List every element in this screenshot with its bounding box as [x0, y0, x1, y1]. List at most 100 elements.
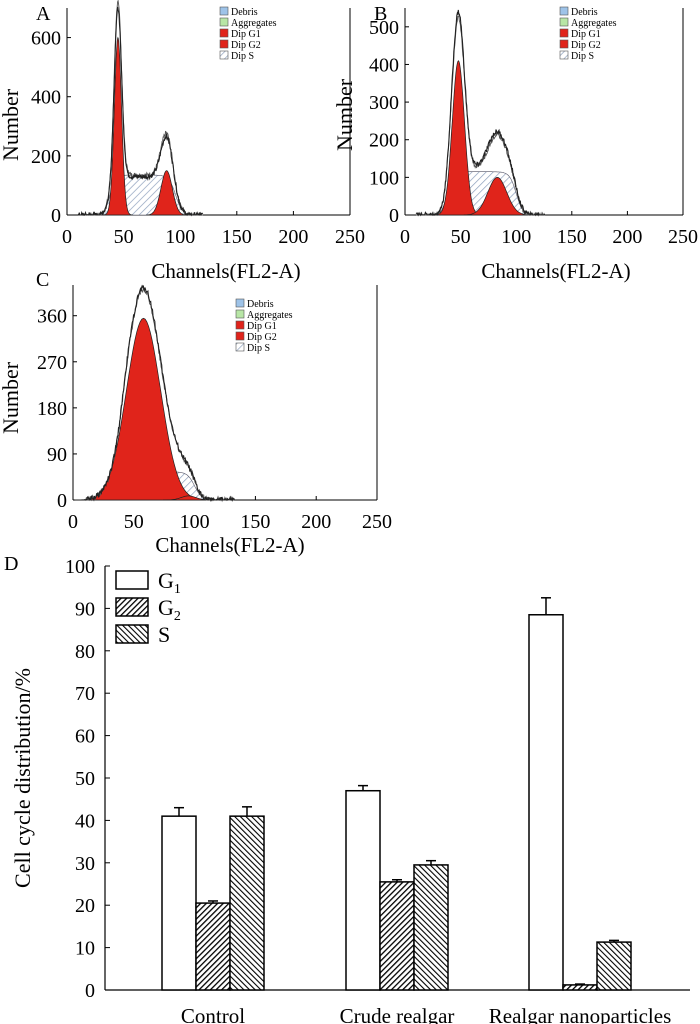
y-tick-label: 30: [75, 853, 95, 875]
x-tick-label: 50: [451, 226, 471, 248]
legend-dip-g1-swatch: [235, 320, 245, 330]
legend-dip-g1-swatch: [559, 28, 569, 38]
y-axis-label-d: Cell cycle distribution/%: [10, 668, 35, 888]
x-tick-label: 100: [165, 226, 195, 248]
measured-histogram-line: [77, 6, 204, 217]
legend-dip-g2-swatch: [219, 39, 229, 49]
x-tick-label: 150: [240, 511, 270, 533]
legend-dip-s-swatch: [235, 342, 245, 352]
x-tick-label: 200: [301, 511, 331, 533]
x-tick-label: 0: [62, 226, 72, 248]
x-tick-label: 150: [222, 226, 252, 248]
x-axis-label-a: Channels(FL2-A): [151, 259, 300, 283]
legend-aggregates-swatch: [235, 309, 245, 319]
legend-dip-g1-label: Dip G1: [247, 321, 277, 332]
panel-label-a: A: [36, 3, 51, 25]
legend-aggregates-label: Aggregates: [247, 310, 293, 321]
legend-debris-swatch: [219, 6, 229, 16]
y-tick-label: 90: [47, 444, 67, 466]
legend-swatch-g2: [115, 597, 149, 617]
measured-histogram-line: [415, 9, 546, 217]
measured-histogram-line: [85, 284, 235, 503]
category-label: Crude realgar: [340, 1004, 455, 1024]
x-tick-label: 250: [362, 511, 392, 533]
legend-dip-g2-swatch: [559, 39, 569, 49]
y-tick-label: 20: [75, 895, 95, 917]
legend-dip-g1-label: Dip G1: [571, 29, 601, 40]
x-tick-label: 50: [124, 511, 144, 533]
y-axis-label-b: Number: [332, 78, 357, 151]
x-axis-label-c: Channels(FL2-A): [155, 533, 304, 557]
y-tick-label: 200: [369, 130, 399, 152]
legend-dip-g2-label: Dip G2: [571, 40, 601, 51]
y-tick-label: 200: [31, 146, 61, 168]
x-tick-label: 50: [114, 226, 134, 248]
dip-g2-peak: [463, 177, 531, 216]
bar-s: [229, 815, 265, 991]
y-tick-label: 360: [37, 306, 67, 328]
y-tick-label: 10: [75, 938, 95, 960]
y-tick-label: 500: [369, 17, 399, 39]
y-tick-label: 100: [65, 556, 95, 578]
legend-debris-swatch: [235, 298, 245, 308]
y-tick-label: 0: [85, 980, 95, 1002]
x-tick-label: 250: [668, 226, 698, 248]
bar-g2: [379, 881, 415, 991]
legend-dip-g2-label: Dip G2: [231, 40, 261, 51]
y-tick-label: 270: [37, 352, 67, 374]
y-tick-label: 0: [57, 490, 67, 512]
legend-debris-swatch: [559, 6, 569, 16]
legend-dip-g2-swatch: [235, 331, 245, 341]
legend-debris-label: Debris: [231, 7, 258, 18]
histogram-panel-a: A Number Channels(FL2-A) 0 50 100 150 200 250…: [0, 0, 365, 283]
panel-label-b: B: [374, 3, 387, 25]
legend-swatch-g1: [115, 570, 149, 590]
legend-dip-s-label: Dip S: [571, 51, 594, 62]
legend-dip-s-label: Dip S: [247, 343, 270, 354]
legend-label-g2: G2: [158, 595, 181, 624]
legend-aggregates-label: Aggregates: [571, 18, 617, 29]
x-tick-label: 150: [557, 226, 587, 248]
legend-label-g1: G1: [158, 568, 181, 597]
legend-debris-label: Debris: [571, 7, 598, 18]
bar-g2: [195, 902, 231, 991]
bar-g1: [345, 789, 381, 991]
legend-dip-s-swatch: [559, 50, 569, 60]
legend-aggregates-swatch: [559, 17, 569, 27]
legend-dip-g1-label: Dip G1: [231, 29, 261, 40]
legend-dip-s-label: Dip S: [231, 51, 254, 62]
x-tick-label: 100: [180, 511, 210, 533]
x-tick-label: 200: [278, 226, 308, 248]
y-axis-label-c: Number: [0, 361, 23, 434]
bar-g1: [528, 614, 564, 991]
dip-g1-peak: [102, 36, 133, 216]
y-tick-label: 0: [51, 205, 61, 227]
y-axis-label-a: Number: [0, 88, 23, 161]
legend-dip-g1-swatch: [219, 28, 229, 38]
bar-g1: [161, 815, 197, 991]
legend-aggregates-label: Aggregates: [231, 18, 277, 29]
panel-label-c: C: [36, 269, 49, 291]
y-tick-label: 400: [369, 54, 399, 76]
legend-dip-g2-label: Dip G2: [247, 332, 277, 343]
histogram-panel-b: B Number Channels(FL2-A) 0 50 100 150 200 250…: [332, 3, 698, 283]
x-tick-label: 200: [612, 226, 642, 248]
y-tick-label: 80: [75, 641, 95, 663]
bar-chart-panel-d: D Cell cycle distribution/% 0 10 20 30 40 50 6…: [4, 553, 690, 1024]
bar-s: [596, 941, 632, 991]
x-tick-label: 100: [501, 226, 531, 248]
y-tick-label: 70: [75, 683, 95, 705]
y-tick-label: 40: [75, 810, 95, 832]
y-tick-label: 600: [31, 28, 61, 50]
y-tick-label: 180: [37, 398, 67, 420]
x-axis-label-b: Channels(FL2-A): [481, 259, 630, 283]
legend-label-s: S: [158, 622, 170, 647]
panel-label-d: D: [4, 553, 18, 575]
y-tick-label: 100: [369, 167, 399, 189]
x-tick-label: 0: [68, 511, 78, 533]
legend-debris-label: Debris: [247, 299, 274, 310]
legend-swatch-s: [115, 624, 149, 644]
x-tick-label: 250: [335, 226, 365, 248]
y-tick-label: 400: [31, 87, 61, 109]
